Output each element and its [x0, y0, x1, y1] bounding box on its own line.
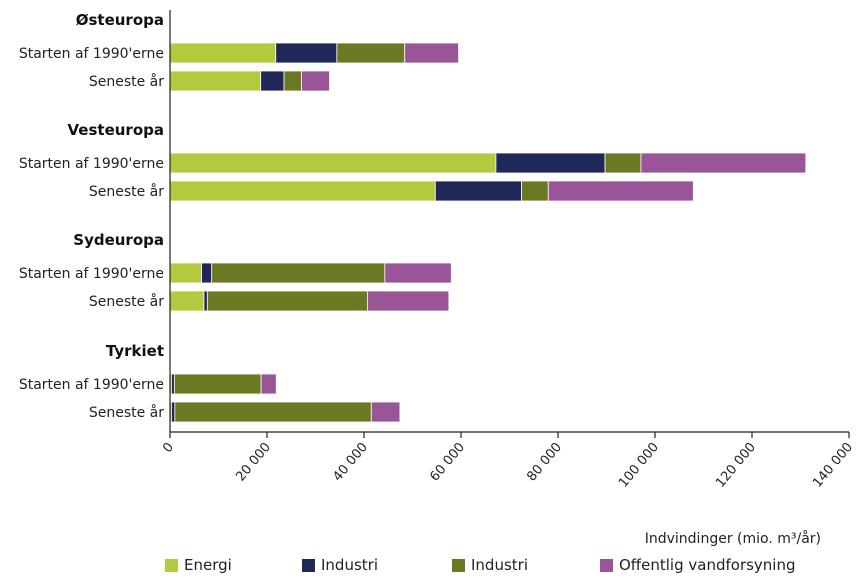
- bar-segment: [171, 401, 176, 423]
- x-tick-label: 120 000: [713, 440, 759, 491]
- legend-item: Industri: [302, 556, 378, 574]
- bar-segment: [336, 42, 406, 64]
- bar-segment: [174, 401, 372, 423]
- bar-segment: [283, 70, 302, 92]
- bar-segment: [206, 290, 368, 312]
- x-tick-label: 60 000: [427, 440, 468, 484]
- bar-segment: [169, 262, 202, 284]
- category-label: Seneste år: [89, 183, 164, 200]
- category-label: Seneste år: [89, 293, 164, 310]
- legend-label: Industri: [321, 556, 378, 574]
- category-label: Seneste år: [89, 73, 164, 90]
- chart-plot: Østeuropa Starten af 1990'erne Seneste år V…: [19, 10, 856, 547]
- group-label: Østeuropa: [76, 11, 164, 29]
- x-tick-label: 0: [160, 440, 177, 456]
- x-tick-label: 140 000: [810, 440, 856, 491]
- legend-swatch: [302, 558, 315, 572]
- legend-swatch: [452, 558, 465, 572]
- legend: Energi Industri Industri Offentlig vandfors…: [0, 556, 860, 580]
- legend-item: Industri: [452, 556, 528, 574]
- bar-segment: [171, 373, 175, 395]
- bar-segment: [547, 180, 694, 202]
- bar-segment: [211, 262, 386, 284]
- x-tick-label: 20 000: [233, 440, 274, 484]
- legend-item: Energi: [165, 556, 232, 574]
- group-label: Tyrkiet: [106, 342, 164, 360]
- bar-segment: [384, 262, 452, 284]
- bar-segment: [169, 70, 262, 92]
- category-label: Seneste år: [89, 404, 164, 421]
- group-label: Sydeuropa: [73, 231, 164, 249]
- legend-label: Industri: [471, 556, 528, 574]
- bar-segment: [370, 401, 401, 423]
- bar-segment: [521, 180, 549, 202]
- bar-segment: [495, 152, 606, 174]
- bar-segment: [366, 290, 450, 312]
- category-label: Starten af 1990'erne: [19, 46, 164, 62]
- category-label: Starten af 1990'erne: [19, 266, 164, 282]
- bar-segment: [169, 180, 436, 202]
- bar-segment: [169, 42, 277, 64]
- legend-swatch: [165, 558, 178, 572]
- legend-label: Offentlig vandforsyning: [619, 556, 796, 574]
- bar-segment: [201, 262, 213, 284]
- bar-segment: [604, 152, 642, 174]
- bar-segment: [640, 152, 807, 174]
- bar-segment: [203, 290, 208, 312]
- bar-segment: [404, 42, 459, 64]
- category-label: Starten af 1990'erne: [19, 377, 164, 393]
- x-tick-label: 40 000: [330, 440, 371, 484]
- bar-segment: [169, 290, 205, 312]
- bar-segment: [169, 152, 497, 174]
- bar-segment: [275, 42, 338, 64]
- bar-segment: [301, 70, 330, 92]
- x-axis-title: Indvindinger (mio. m³/år): [645, 530, 821, 547]
- bar-segment: [260, 373, 277, 395]
- bar-segment: [173, 373, 262, 395]
- legend-label: Energi: [184, 556, 232, 574]
- legend-swatch: [600, 558, 613, 572]
- bar-segment: [434, 180, 523, 202]
- legend-item: Offentlig vandforsyning: [600, 556, 796, 574]
- bar-segment: [260, 70, 285, 92]
- x-tick-label: 100 000: [616, 440, 662, 491]
- group-label: Vesteuropa: [68, 121, 164, 139]
- category-label: Starten af 1990'erne: [19, 156, 164, 172]
- x-tick-label: 80 000: [524, 440, 565, 484]
